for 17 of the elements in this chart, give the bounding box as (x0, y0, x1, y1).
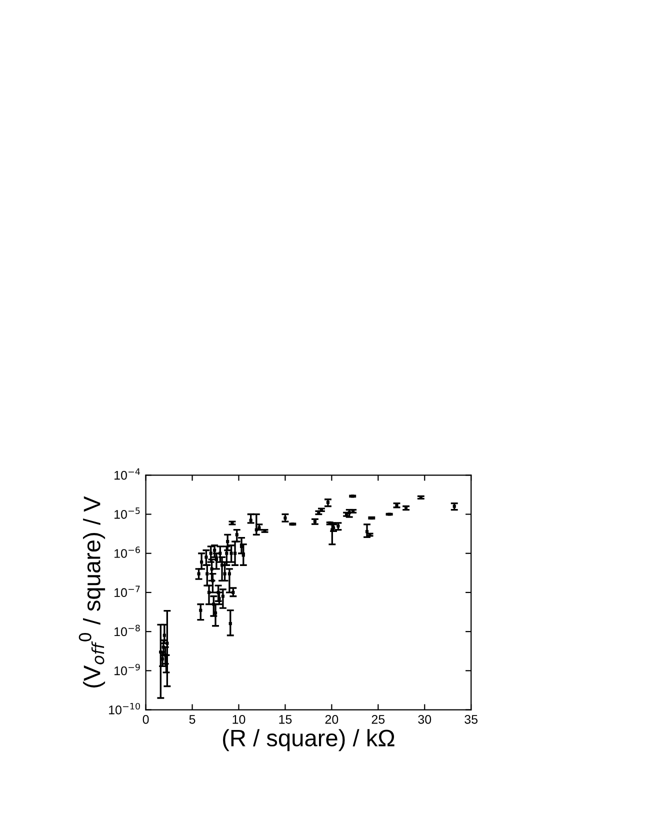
y-tick-label: 10$^{−7}$ (114, 586, 140, 598)
y-axis-title: (V$_{off}$$^{0}$ / square) / V (78, 496, 106, 688)
x-tick-label: 20 (325, 714, 338, 724)
x-axis-title: (R / square) / kΩ (223, 729, 394, 752)
y-tick-label: 10$^{−8}$ (114, 624, 140, 636)
x-tick-label: 0 (142, 714, 149, 724)
x-tick-label: 15 (279, 715, 292, 724)
x-tick-label: 30 (418, 714, 432, 724)
x-tick-label: 35 (464, 714, 478, 724)
x-tick-label: 5 (189, 715, 196, 724)
y-tick-label: 10$^{−6}$ (114, 546, 140, 558)
y-tick-label: 10$^{−4}$ (114, 468, 140, 480)
y-tick-label: 10$^{−10}$ (109, 702, 140, 714)
x-tick-label: 10 (232, 714, 246, 724)
x-tick-label: 25 (372, 714, 385, 724)
y-tick-label: 10$^{−9}$ (114, 664, 140, 676)
y-tick-label: 10$^{−5}$ (114, 508, 140, 519)
